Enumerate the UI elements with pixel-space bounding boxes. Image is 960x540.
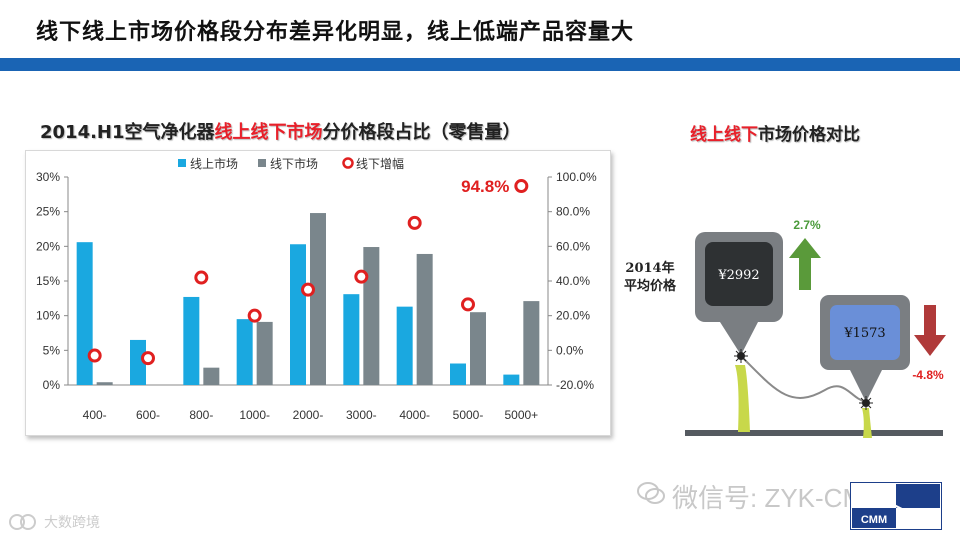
x-axis-labels: 400- 600- 800- 1000- 2000- 3000- 4000- 5000- 500…: [83, 408, 539, 422]
y-right-tick-label: 20.0%: [556, 309, 590, 323]
slide-title: 线下线上市场价格段分布差异化明显，线上低端产品容量大: [36, 20, 635, 45]
title-bar: [0, 58, 960, 71]
bar-offline: [416, 253, 433, 385]
x-tick-label: 400-: [83, 408, 107, 422]
chart-panel: 线上市场 线下市场 线下增幅 0% 5% 10% 15% 20% 25% 30% -20.0% 0…: [25, 150, 611, 436]
y-left-tick-label: 10%: [36, 309, 60, 323]
y-right-tick-label: 40.0%: [556, 274, 590, 288]
legend-swatch: [178, 159, 186, 167]
growth-point: [141, 351, 155, 366]
comparison-title-suffix: 市场价格对比: [758, 125, 860, 145]
x-tick-label: 600-: [136, 408, 160, 422]
growth-point: [301, 282, 315, 297]
legend-swatch: [258, 159, 266, 167]
chart-title-suffix: 分价格段占比（零售量）: [322, 122, 521, 143]
year-label-line1: 2014年: [625, 260, 674, 276]
offline-price: ¥2992: [717, 268, 759, 283]
x-tick-label: 5000+: [504, 408, 538, 422]
bar-online: [450, 363, 466, 385]
bar-online: [183, 296, 200, 385]
chart-title-highlight: 线上线下市场: [214, 122, 323, 143]
bar-online: [290, 244, 306, 385]
growth-point: [514, 179, 529, 194]
bar-offline: [96, 382, 113, 385]
x-tick-label: 800-: [189, 408, 213, 422]
bar-offline: [470, 312, 486, 385]
bar-group: [76, 213, 540, 385]
bar-offline: [203, 367, 220, 385]
callout-group: 94.8%: [461, 177, 509, 196]
x-tick-label: 2000-: [293, 408, 324, 422]
legend-swatch: [342, 157, 354, 169]
offline-change: 2.7%: [793, 218, 821, 232]
offline-price-pin: [695, 232, 783, 363]
connector-curve: [739, 354, 867, 403]
growth-points: [87, 179, 529, 366]
y-right-tick-label: 0.0%: [556, 343, 584, 357]
legend-label: 线上市场: [190, 156, 238, 171]
y-axis-left: 0% 5% 10% 15% 20% 25% 30%: [36, 170, 548, 392]
bar-online: [76, 242, 93, 385]
up-arrow-icon: [789, 238, 821, 290]
y-left-tick-label: 15%: [36, 274, 60, 288]
y-left-tick-label: 20%: [36, 239, 60, 253]
y-left-tick-label: 25%: [36, 205, 60, 219]
growth-point: [407, 215, 422, 230]
y-right-tick-label: 60.0%: [556, 239, 590, 253]
x-tick-label: 5000-: [453, 408, 484, 422]
online-price-pin: [820, 295, 910, 410]
chart-title: 2014.H1空气净化器线上线下市场分价格段占比（零售量）: [40, 118, 521, 144]
y-axis-right: -20.0% 0.0% 20.0% 40.0% 60.0% 80.0% 100.0%: [547, 170, 597, 392]
growth-point: [194, 270, 209, 285]
growth-point: [87, 348, 102, 363]
price-segment-chart: 线上市场 线下市场 线下增幅 0% 5% 10% 15% 20% 25% 30% -20.0% 0…: [36, 156, 597, 422]
y-right-tick-label: -20.0%: [556, 378, 594, 392]
growth-point: [247, 308, 262, 323]
bar-offline: [310, 213, 326, 385]
bar-offline: [256, 321, 273, 385]
down-arrow-icon: [914, 305, 946, 356]
chart-legend: 线上市场 线下市场 线下增幅: [178, 156, 404, 171]
year-label-line2: 平均价格: [624, 278, 677, 294]
x-tick-label: 3000-: [346, 408, 377, 422]
legend-label: 线下增幅: [356, 156, 404, 171]
offline-beam: [735, 365, 750, 432]
growth-point: [354, 269, 369, 284]
y-right-tick-label: 80.0%: [556, 205, 590, 219]
y-left-tick-label: 0%: [43, 378, 61, 392]
bar-online: [236, 319, 253, 385]
online-price: ¥1573: [843, 326, 885, 341]
growth-point: [461, 297, 475, 312]
ground-line: [685, 430, 943, 436]
bar-online: [130, 339, 146, 385]
cmm-logo-text: CMM: [861, 514, 887, 526]
online-change: -4.8%: [912, 368, 944, 382]
bar-offline: [523, 301, 540, 385]
chart-title-prefix: 2014.H1空气净化器: [40, 122, 215, 143]
callout-label: 94.8%: [461, 177, 509, 196]
bar-online: [396, 306, 413, 385]
legend-label: 线下市场: [270, 156, 318, 171]
bar-online: [343, 294, 360, 385]
corner-watermark: 大数跨境: [44, 515, 100, 531]
cmm-logo: CMM: [850, 482, 942, 530]
y-left-tick-label: 30%: [36, 170, 60, 184]
y-left-tick-label: 5%: [43, 343, 61, 357]
bar-online: [503, 374, 520, 385]
x-tick-label: 1000-: [239, 408, 270, 422]
comparison-title-highlight: 线上线下: [690, 125, 758, 145]
corner-logo-icon: [9, 514, 36, 530]
online-beam: [862, 408, 872, 438]
bar-offline: [363, 247, 380, 385]
x-tick-label: 4000-: [399, 408, 430, 422]
comparison-title: 线上线下市场价格对比: [690, 120, 860, 145]
wechat-icon: [637, 482, 665, 504]
price-comparison-graphic: ¥2992 ¥1573 2014年 平均价格 2.7% -4.8%: [624, 218, 946, 438]
y-right-tick-label: 100.0%: [556, 170, 597, 184]
